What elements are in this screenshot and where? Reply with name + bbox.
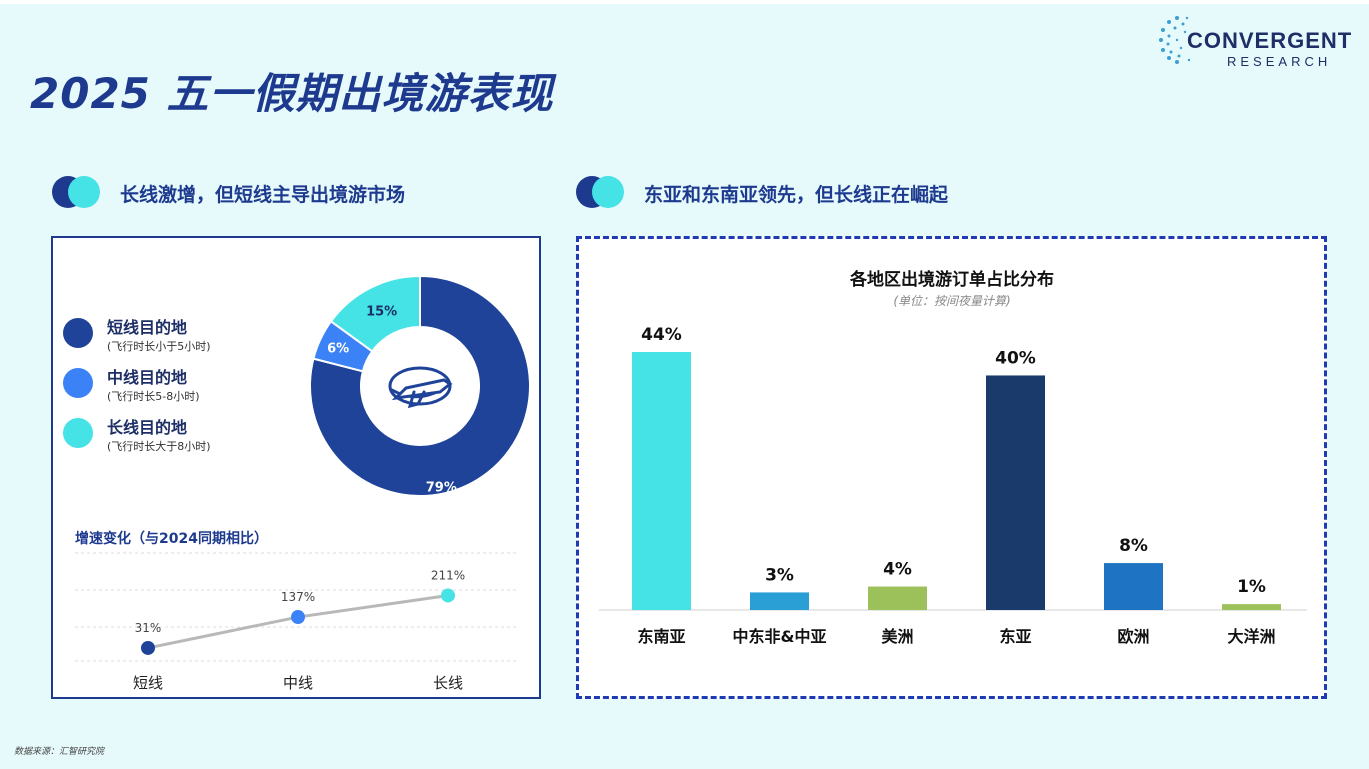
bar-category-label: 东南亚 [637, 627, 685, 646]
bar-value-label: 3% [765, 565, 794, 585]
legend-label: 短线目的地 [107, 318, 188, 337]
bar-value-label: 40% [995, 348, 1036, 368]
heading-circle-light-icon [592, 176, 624, 208]
bar-category-label: 美洲 [881, 627, 913, 646]
bar-value-label: 8% [1119, 536, 1148, 556]
region-bar-chart: 各地区出境游订单占比分布 (单位：按间夜量计算) 44% 东南亚 3% 中东非&中亚 4… [599, 269, 1307, 646]
bar [750, 592, 809, 610]
bar [868, 586, 927, 610]
growth-category: 中线 [283, 674, 313, 692]
heading-circle-light-icon [68, 176, 100, 208]
left-panel: 短线目的地 (飞行时长小于5小时) 中线目的地 (飞行时长5-8小时) 长线目的… [51, 236, 541, 699]
bar-category-label: 中东非&中亚 [733, 627, 827, 646]
right-section-heading: 东亚和东南亚领先，但长线正在崛起 [576, 172, 1076, 212]
legend-sub: (飞行时长小于5小时) [107, 340, 211, 353]
growth-category: 短线 [133, 674, 163, 692]
source-note: 数据来源：汇智研究院 [14, 747, 105, 757]
page-title: 2025 五一假期出境游表现 [30, 69, 554, 118]
airplane-globe-icon [388, 366, 453, 409]
legend-dot [63, 368, 93, 398]
donut-label: 15% [366, 305, 397, 320]
growth-title: 增速变化（与2024同期相比） [75, 531, 268, 547]
bar-value-label: 1% [1237, 577, 1266, 597]
bar-value-label: 4% [883, 560, 912, 580]
left-section-heading: 长线激增，但短线主导出境游市场 [52, 172, 532, 212]
logo-brand: CONVERGENT [1187, 28, 1353, 53]
growth-label: 137% [281, 590, 315, 604]
growth-category: 长线 [433, 674, 463, 692]
logo-dots-icon [1159, 16, 1191, 64]
legend-dot [63, 318, 93, 348]
bar [986, 375, 1045, 610]
donut-chart: 79% 6% 15% [309, 274, 531, 497]
legend-dot [63, 418, 93, 448]
right-heading-text: 东亚和东南亚领先，但长线正在崛起 [644, 184, 949, 206]
left-heading-text: 长线激增，但短线主导出境游市场 [120, 184, 406, 206]
bar [632, 352, 691, 610]
growth-label: 31% [135, 621, 162, 635]
legend-label: 中线目的地 [107, 368, 188, 387]
growth-point [291, 610, 305, 625]
right-panel: 各地区出境游订单占比分布 (单位：按间夜量计算) 44% 东南亚 3% 中东非&中亚 4… [576, 236, 1327, 699]
growth-point [441, 588, 455, 603]
bar-chart-title: 各地区出境游订单占比分布 [849, 269, 1054, 290]
bar [1104, 563, 1163, 610]
top-strip [0, 0, 1369, 4]
bar-category-label: 东亚 [999, 627, 1031, 646]
growth-point [141, 640, 155, 655]
convergent-research-logo: CONVERGENT RESEARCH [1155, 10, 1355, 75]
growth-line-chart: 31% 短线 137% 中线 211% 长线 [75, 552, 518, 692]
donut-label: 79% [426, 480, 457, 495]
bar-value-label: 44% [641, 325, 682, 345]
legend-sub: (飞行时长大于8小时) [107, 440, 211, 453]
bar-category-label: 欧洲 [1117, 627, 1149, 646]
growth-label: 211% [431, 568, 465, 582]
bar-chart-subtitle: (单位：按间夜量计算) [893, 294, 1010, 308]
bar-category-label: 大洋洲 [1227, 627, 1275, 646]
legend-label: 长线目的地 [107, 418, 188, 437]
donut-label: 6% [327, 341, 349, 356]
logo-sub: RESEARCH [1227, 54, 1332, 69]
bar [1222, 604, 1281, 610]
legend-sub: (飞行时长5-8小时) [107, 390, 200, 403]
